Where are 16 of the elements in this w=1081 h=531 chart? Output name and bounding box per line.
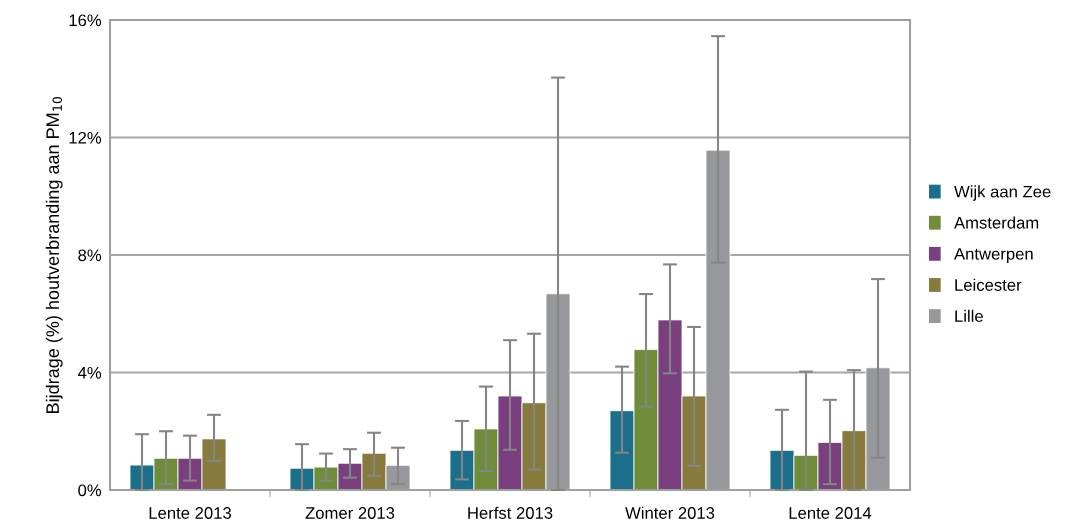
legend-label: Antwerpen [954, 248, 1033, 264]
y-tick-label: 12% [69, 131, 102, 144]
x-tick-label: Winter 2013 [625, 506, 715, 519]
x-tick-label: Herfst 2013 [468, 506, 553, 519]
x-tick-label: Lente 2013 [149, 507, 231, 519]
legend-label: Amsterdam [954, 216, 1039, 229]
y-tick-label: 0% [78, 484, 102, 497]
legend-label: Leicester [955, 278, 1022, 291]
legend-label: Lille [955, 309, 983, 323]
y-axis-title: Bijdrage (%) houtverbranding aan PM$_{10}$ [45, 96, 63, 413]
y-tick-label: 16% [69, 14, 102, 27]
legend-label: Wijk aan Zee [954, 185, 1051, 201]
y-tick-label: 4% [77, 366, 102, 379]
x-tick-label: Zomer 2013 [305, 507, 395, 519]
y-tick-label: 8% [78, 249, 102, 262]
x-tick-label: Lente 2014 [789, 507, 872, 519]
